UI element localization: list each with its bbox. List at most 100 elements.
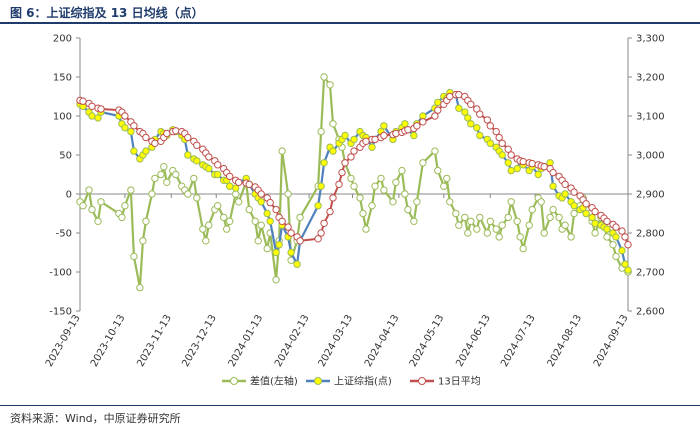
data-point [284, 223, 292, 231]
data-point [118, 213, 126, 222]
legend-swatch-marker [314, 377, 322, 385]
x-tick-label: 2023-09-13 [44, 313, 83, 369]
data-point [341, 131, 349, 140]
data-point [272, 248, 280, 257]
data-point [278, 147, 286, 155]
data-point [591, 207, 599, 216]
data-point [151, 174, 159, 183]
data-point [380, 186, 388, 194]
data-point [476, 131, 484, 140]
data-point [561, 190, 569, 198]
data-point [184, 190, 192, 198]
data-point [419, 118, 427, 126]
data-point [371, 135, 379, 144]
y-left-tick-label: -150 [49, 307, 72, 318]
data-point [205, 153, 213, 161]
data-point [172, 127, 180, 135]
data-point [380, 131, 388, 140]
data-point [130, 252, 138, 261]
data-point [235, 198, 243, 206]
data-point [136, 283, 144, 292]
data-point [612, 252, 620, 261]
data-point [446, 198, 454, 206]
data-point [329, 120, 337, 128]
data-point [214, 161, 222, 169]
data-point [528, 159, 536, 168]
data-point [567, 233, 575, 241]
data-point [498, 151, 506, 159]
data-point [473, 124, 481, 132]
data-point [317, 229, 325, 237]
data-point [79, 97, 87, 105]
data-point [326, 81, 334, 89]
data-point [476, 110, 484, 118]
data-point [199, 225, 207, 233]
data-point [486, 122, 494, 130]
data-point [404, 126, 412, 134]
data-point [121, 124, 129, 132]
data-point [504, 159, 512, 167]
x-tick-label: 2023-11-13 [135, 313, 174, 369]
legend-label: 差值(左轴) [250, 375, 298, 388]
data-point [371, 182, 379, 190]
data-point [618, 246, 626, 255]
data-point [603, 225, 611, 233]
data-point [151, 139, 159, 148]
data-point [97, 198, 105, 206]
data-point [455, 104, 463, 112]
x-tick-label: 2023-10-13 [89, 313, 128, 369]
data-point [127, 186, 135, 194]
series-diff-line [76, 73, 632, 292]
data-point [486, 217, 494, 226]
data-point [431, 147, 439, 155]
data-point [317, 127, 325, 136]
data-point [257, 190, 265, 198]
series-index-line [76, 88, 632, 274]
data-point [335, 180, 343, 189]
series-path [79, 75, 630, 289]
data-point [380, 122, 388, 130]
data-point [79, 202, 87, 210]
data-point [235, 178, 243, 187]
data-point [618, 227, 626, 235]
y-right-tick-label: 3,300 [636, 34, 665, 45]
data-point [534, 170, 542, 179]
data-point [483, 229, 491, 237]
data-point [455, 221, 463, 229]
y-right-tick-label: 3,000 [636, 151, 665, 162]
data-point [263, 209, 271, 218]
data-point [226, 217, 234, 226]
y-right-tick-label: 2,600 [636, 307, 665, 318]
data-point [121, 202, 129, 210]
data-point [467, 100, 475, 109]
data-point [609, 241, 617, 249]
data-point [205, 221, 213, 229]
data-point [190, 174, 198, 183]
data-point [555, 213, 563, 222]
bottom-rule [0, 405, 700, 406]
data-point [513, 217, 521, 226]
data-point [278, 217, 286, 226]
data-point [413, 122, 421, 130]
x-tick-label: 2023-12-13 [180, 313, 219, 369]
data-point [546, 213, 554, 222]
data-point [504, 145, 512, 153]
data-point [320, 159, 328, 167]
legend-label: 13日平均 [438, 376, 481, 388]
data-point [232, 184, 240, 192]
x-tick-label: 2024-06-13 [454, 313, 493, 369]
data-point [97, 105, 105, 113]
data-point [561, 221, 569, 229]
data-point [624, 241, 632, 249]
data-point [401, 120, 409, 128]
data-point [368, 143, 376, 151]
data-point [88, 102, 96, 111]
data-point [368, 202, 376, 210]
data-point [467, 120, 475, 128]
data-point [495, 133, 503, 142]
data-point [287, 229, 295, 237]
data-point [603, 233, 611, 241]
legend: 差值(左轴) 上证综指(点) 13日平均 [222, 375, 481, 388]
data-point [570, 188, 578, 196]
data-point [266, 198, 274, 207]
